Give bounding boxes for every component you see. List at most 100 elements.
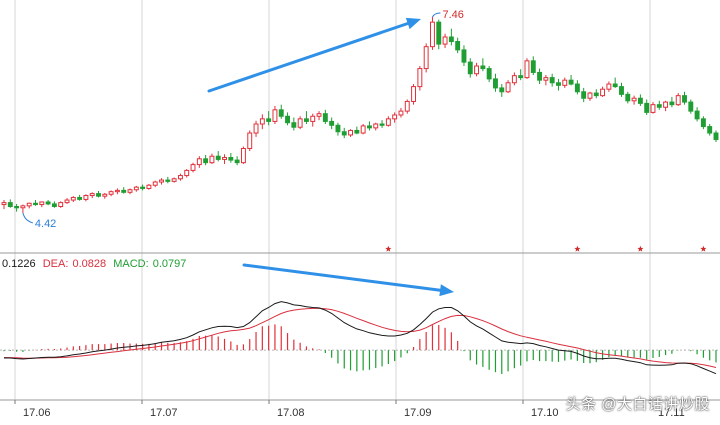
- candle-body: [600, 88, 606, 97]
- candle-body: [663, 101, 669, 108]
- candle-body: [209, 155, 215, 164]
- candle-body: [385, 118, 391, 126]
- candle-body: [442, 36, 448, 45]
- candle-body: [637, 97, 643, 104]
- candle-body: [127, 189, 133, 193]
- candle-body: [417, 68, 423, 88]
- x-tick-label: 17.07: [150, 407, 178, 419]
- candle-body: [39, 201, 45, 206]
- candle-body: [1, 202, 7, 206]
- dea-label: DEA:: [42, 258, 69, 270]
- candle-body: [587, 92, 593, 99]
- macd-trend-arrow-shaft: [242, 263, 442, 292]
- candle-body: [713, 132, 719, 140]
- candle-body: [196, 158, 202, 166]
- candle-body: [518, 75, 524, 79]
- watermark-text: 头条 @大白话讲炒股: [565, 396, 710, 413]
- candle-body: [184, 169, 190, 177]
- price-trend-arrow: [207, 17, 421, 93]
- candle-body: [266, 118, 272, 122]
- candle-body: [574, 83, 580, 93]
- dif-value: 0.1226: [2, 258, 36, 270]
- candle-body: [423, 46, 429, 70]
- candle-body: [549, 77, 555, 84]
- grid-lines: [0, 0, 720, 401]
- candle-body: [461, 49, 467, 63]
- candle-body: [152, 181, 158, 186]
- candle-body: [411, 86, 417, 102]
- candle-body: [656, 104, 662, 108]
- candle-body: [486, 68, 492, 80]
- candle-body: [272, 109, 278, 122]
- candle-body: [291, 122, 297, 128]
- candle-body: [108, 191, 114, 195]
- candle-body: [96, 193, 101, 197]
- candle-body: [89, 193, 95, 197]
- macd-indicator-readout: 0.1226 DEA: 0.0828 MACD: 0.0797: [2, 257, 190, 271]
- candle-body: [669, 101, 675, 106]
- event-star: [637, 245, 644, 252]
- low-pointer: [22, 212, 34, 224]
- event-star: [385, 245, 392, 252]
- candle-body: [14, 205, 20, 209]
- candle-body: [379, 123, 385, 126]
- candle-body: [530, 60, 536, 73]
- candle-body: [121, 189, 127, 193]
- candle-body: [511, 75, 517, 84]
- candlestick-series: [1, 17, 719, 213]
- candle-body: [51, 203, 57, 207]
- macd-trend-arrow-head: [439, 284, 454, 297]
- candle-body: [20, 205, 26, 209]
- candle-body: [83, 195, 89, 200]
- candle-body: [694, 110, 700, 120]
- candle-body: [392, 114, 398, 120]
- candle-body: [190, 164, 196, 171]
- macd-label: MACD:: [113, 258, 149, 270]
- candle-body: [259, 118, 265, 125]
- candle-body: [177, 175, 183, 180]
- candle-body: [348, 129, 354, 136]
- event-star: [700, 245, 707, 252]
- candle-body: [366, 125, 372, 129]
- candle-body: [234, 159, 240, 164]
- candle-body: [612, 83, 618, 88]
- candle-body: [619, 86, 624, 95]
- candle-body: [222, 157, 227, 160]
- candle-body: [133, 186, 139, 191]
- candle-body: [297, 118, 303, 128]
- candle-body: [688, 101, 694, 112]
- candle-body: [7, 202, 13, 207]
- x-tick-label: 17.06: [23, 407, 51, 419]
- candle-body: [537, 71, 543, 81]
- candle-body: [310, 115, 316, 122]
- annotation-labels: 4.42 7.46: [22, 9, 464, 230]
- candle-body: [700, 118, 706, 128]
- x-tick-label: 17.10: [531, 407, 559, 419]
- candle-body: [556, 82, 561, 86]
- candle-body: [524, 60, 530, 79]
- candle-body: [682, 95, 687, 103]
- candle-body: [430, 21, 435, 48]
- candle-body: [171, 178, 177, 182]
- candle-body: [644, 102, 650, 113]
- candle-body: [373, 123, 379, 129]
- price-trend-arrow-shaft: [207, 22, 410, 93]
- candle-body: [278, 109, 284, 117]
- event-markers: [385, 245, 707, 252]
- candle-body: [64, 199, 70, 204]
- dea-line: [3, 307, 717, 368]
- high-price-label: 7.46: [442, 9, 463, 21]
- candle-body: [631, 97, 637, 102]
- candle-body: [215, 155, 221, 160]
- candle-body: [493, 78, 498, 89]
- candle-body: [650, 104, 656, 113]
- candle-body: [593, 92, 599, 97]
- candle-body: [77, 196, 83, 200]
- macd-value: 0.0797: [152, 258, 187, 270]
- candle-body: [543, 77, 549, 81]
- trend-arrows: [207, 17, 454, 297]
- x-tick-label: 17.08: [277, 407, 305, 419]
- candle-body: [140, 186, 146, 189]
- dif-line: [4, 301, 717, 375]
